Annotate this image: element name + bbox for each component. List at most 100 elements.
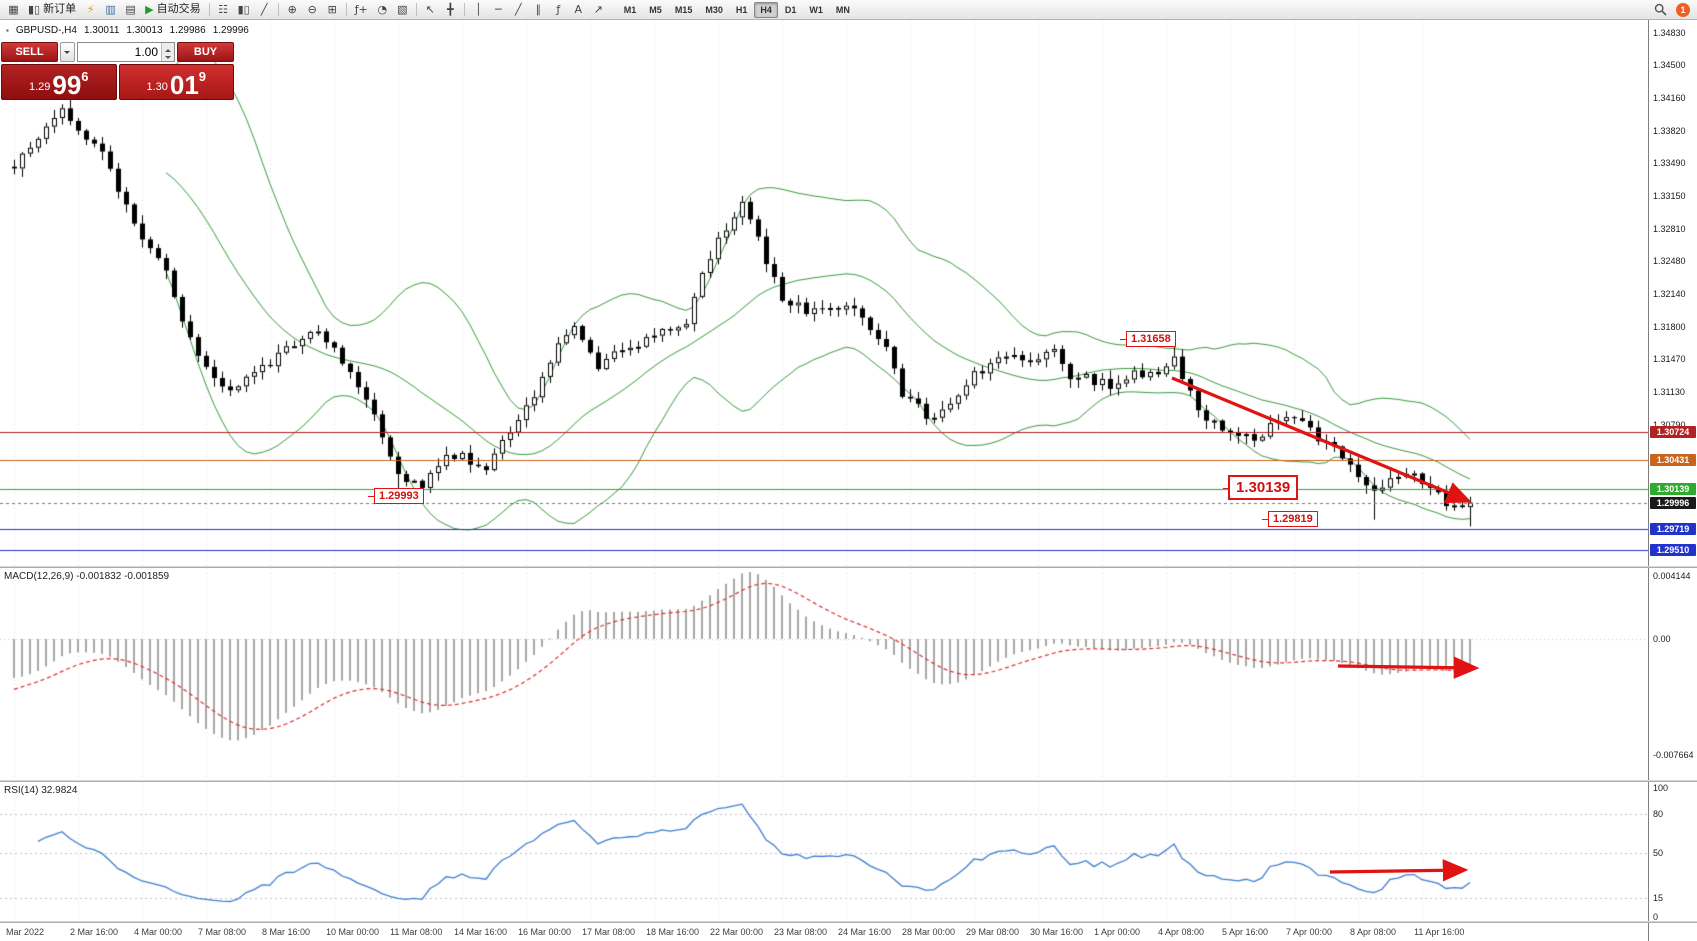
time-axis-label: 5 Apr 16:00 — [1222, 927, 1269, 937]
zoom-out-icon[interactable]: ⊖ — [303, 1, 322, 18]
market-watch-icon[interactable]: ▥ — [101, 1, 120, 18]
toolbar-separator — [345, 3, 347, 16]
time-axis-label: 4 Apr 08:00 — [1158, 927, 1205, 937]
autotrading-play-icon: ▶ — [145, 3, 154, 16]
time-axis-label: 4 Mar 00:00 — [134, 927, 183, 937]
time-axis-label: 1 Apr 00:00 — [1094, 927, 1141, 937]
candlestick-chart-icon[interactable]: ▮▯ — [234, 1, 254, 18]
volume-down-button[interactable] — [162, 52, 174, 61]
indicators-icon[interactable]: ƒ+ — [351, 1, 372, 18]
price-axis-label: 1.31470 — [1653, 354, 1686, 364]
timeframe-h1-button[interactable]: H1 — [730, 2, 754, 18]
periods-icon[interactable]: ◔ — [373, 1, 392, 18]
metaeditor-icon[interactable]: ⚡ — [81, 1, 100, 18]
volume-input-wrap — [77, 42, 175, 62]
time-axis-label: 11 Mar 08:00 — [390, 927, 443, 937]
panel-separator[interactable] — [0, 566, 1697, 568]
cursor-icon[interactable]: ↖ — [421, 1, 440, 18]
price-annotation-key-level[interactable]: 1.30139 — [1222, 475, 1299, 500]
rsi-axis-label: 15 — [1653, 893, 1664, 903]
crosshair-icon-glyph: ╋ — [446, 3, 454, 16]
price-axis-label: 1.32810 — [1653, 224, 1686, 234]
ohlc-low: 1.29986 — [169, 25, 206, 36]
price-axis-label: 1.33820 — [1653, 126, 1686, 136]
timeframe-m1-button[interactable]: M1 — [618, 2, 643, 18]
vertical-line-icon[interactable]: │ — [469, 1, 488, 18]
price-annotation-recent-low[interactable]: 1.29819 — [1262, 511, 1318, 527]
tile-windows-icon[interactable]: ⊞ — [323, 1, 342, 18]
price-axis-label: 1.34160 — [1653, 93, 1686, 103]
price-chart-canvas[interactable] — [0, 20, 1648, 566]
search-button[interactable] — [1650, 1, 1671, 18]
timeframe-m15-button[interactable]: M15 — [669, 2, 699, 18]
time-axis-label: 24 Mar 16:00 — [838, 927, 892, 937]
time-axis-label: 18 Mar 16:00 — [646, 927, 700, 937]
text-icon[interactable]: A — [569, 1, 588, 18]
symbol-name: GBPUSD-,H4 — [15, 25, 77, 36]
zoom-in-icon[interactable]: ⊕ — [283, 1, 302, 18]
buy-price-button[interactable]: 1.30 01 9 — [118, 64, 234, 100]
rsi-axis-label: 80 — [1653, 809, 1664, 819]
volume-input[interactable] — [78, 43, 161, 61]
templates-icon[interactable]: ▧ — [393, 1, 412, 18]
price-axis-label: 1.33150 — [1653, 191, 1686, 201]
bar-chart-icon[interactable]: ☷ — [214, 1, 233, 18]
navigator-icon-glyph: ▤ — [125, 3, 136, 16]
toolbar-separator — [415, 3, 417, 16]
macd-canvas[interactable] — [0, 568, 1648, 780]
trade-price-row: 1.29 99 6 1.30 01 9 — [1, 64, 234, 100]
level-badge: 1.29510 — [1650, 544, 1696, 556]
autotrading-button[interactable]: ▶ 自动交易 — [141, 1, 204, 18]
fibonacci-icon[interactable]: ƒ — [549, 1, 568, 18]
navigator-icon[interactable]: ▤ — [121, 1, 140, 18]
price-annotation-swing-low[interactable]: 1.29993 — [368, 488, 424, 504]
channel-icon[interactable]: ∥ — [529, 1, 548, 18]
rsi-canvas[interactable] — [0, 782, 1648, 921]
zoom-in-icon-glyph: ⊕ — [287, 3, 297, 16]
volume-up-button[interactable] — [162, 43, 174, 52]
timeframe-w1-button[interactable]: W1 — [803, 2, 829, 18]
sell-price-button[interactable]: 1.29 99 6 — [1, 64, 117, 100]
new-chart-icon[interactable]: ▦ — [4, 1, 23, 18]
ohlc-high: 1.30013 — [126, 25, 163, 36]
timeframe-mn-button[interactable]: MN — [830, 2, 856, 18]
ohlc-close: 1.29996 — [212, 25, 249, 36]
timeframe-m5-button[interactable]: M5 — [643, 2, 668, 18]
price-axis-label: 1.34500 — [1653, 60, 1686, 70]
templates-icon-glyph: ▧ — [397, 3, 408, 16]
price-axis-label: 1.32140 — [1653, 289, 1686, 299]
time-axis-label: 23 Mar 08:00 — [774, 927, 828, 937]
timeframe-d1-button[interactable]: D1 — [779, 2, 803, 18]
trendline-icon[interactable]: ╱ — [509, 1, 528, 18]
time-axis[interactable]: Mar 2022 2 Mar 16:00 4 Mar 00:00 7 Mar 08:0… — [0, 923, 1648, 941]
sell-button[interactable]: SELL — [1, 42, 58, 62]
metaeditor-icon-glyph: ⚡ — [86, 3, 95, 16]
price-axis[interactable]: 1.34830 1.34500 1.34160 1.33820 1.33490 1.331… — [1648, 20, 1697, 941]
new-order-button[interactable]: ▮▯ 新订单 — [24, 1, 80, 18]
arrow-tool-icon[interactable]: ↗ — [589, 1, 608, 18]
current-price-badge: 1.29996 — [1650, 497, 1696, 509]
panel-separator[interactable] — [0, 780, 1697, 782]
line-chart-icon[interactable]: ╱ — [255, 1, 274, 18]
time-axis-label: 14 Mar 16:00 — [454, 927, 508, 937]
bid-price-big: 99 — [52, 69, 82, 100]
periods-icon-glyph: ◔ — [377, 3, 388, 16]
text-icon-glyph: A — [574, 3, 583, 16]
timeframe-h4-button[interactable]: H4 — [754, 1, 778, 18]
timeframe-m30-button[interactable]: M30 — [699, 2, 729, 18]
panel-separator[interactable] — [0, 921, 1697, 923]
crosshair-icon[interactable]: ╋ — [441, 1, 460, 18]
rsi-axis-label: 100 — [1653, 783, 1669, 793]
order-type-dropdown[interactable] — [60, 42, 75, 62]
buy-button[interactable]: BUY — [177, 42, 234, 62]
notification-badge[interactable]: 1 — [1676, 2, 1690, 17]
one-click-trading-panel: SELL BUY 1.29 99 6 1.30 — [1, 42, 234, 100]
channel-icon-glyph: ∥ — [535, 3, 542, 16]
time-axis-label: 11 Apr 16:00 — [1414, 927, 1465, 937]
time-axis-label: 8 Mar 16:00 — [262, 927, 311, 937]
macd-axis-label: -0.007664 — [1653, 750, 1694, 760]
horizontal-line-icon[interactable]: ─ — [489, 1, 508, 18]
level-badge: 1.30139 — [1650, 483, 1696, 495]
macd-indicator-label: MACD(12,26,9) -0.001832 -0.001859 — [4, 571, 170, 582]
price-annotation-swing-high[interactable]: 1.31658 — [1120, 331, 1176, 347]
